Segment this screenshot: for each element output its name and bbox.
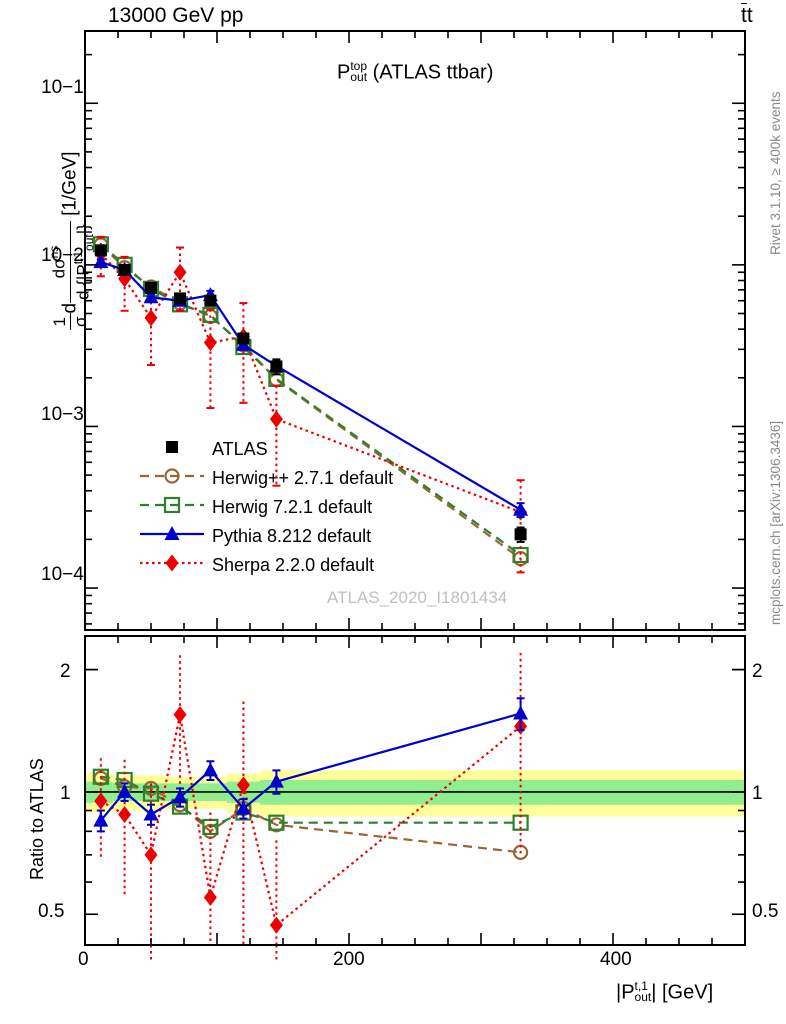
datapoint-4-4 (203, 334, 217, 352)
ratio-ytick-left-1: 1 (60, 783, 71, 804)
datapoint-4-2 (144, 309, 158, 327)
xtick-2: 400 (600, 949, 632, 970)
xaxis-label: |P t,1 out | [GeV] (616, 979, 714, 1005)
ratio-datapoint-2-2 (142, 785, 160, 802)
datapoint-4-3 (173, 263, 187, 281)
ratio-line-4 (100, 714, 522, 928)
datapoint-0-0 (94, 244, 107, 257)
series-main-sherpa (94, 235, 528, 574)
ratio-ytick-left-2: 0.5 (38, 901, 65, 922)
datapoint-0-7 (514, 528, 527, 541)
main-series-layer (92, 235, 529, 574)
xaxis-label-sup: t,1 (634, 979, 648, 993)
series-ratio-pythia (93, 697, 529, 833)
xtick-0: 0 (78, 949, 89, 970)
datapoint-0-3 (174, 292, 187, 305)
datapoint-3-7 (513, 501, 529, 516)
ratio-ytick-right-0: 2 (752, 661, 763, 682)
main-ytick-3: 10−4 (41, 564, 84, 585)
ratio-ytick-right-2: 0.5 (752, 901, 779, 922)
datapoint-4-6 (269, 410, 283, 428)
ratio-datapoint-4-0 (94, 792, 108, 810)
legend-entry-4 (140, 554, 204, 572)
ratio-datapoint-3-6 (268, 773, 284, 788)
ratio-datapoint-3-7 (513, 705, 529, 720)
series-main-herwig (92, 236, 529, 564)
ratio-datapoint-4-2 (144, 846, 158, 864)
ratio-datapoint-3-2 (143, 806, 159, 821)
datapoint-3-2 (143, 289, 159, 304)
ratio-datapoint-3-0 (93, 812, 109, 827)
legend-entry-2 (140, 496, 204, 514)
line-1 (100, 244, 522, 560)
series-main-atlas (94, 244, 527, 543)
main-ytick-2: 10−3 (41, 404, 84, 425)
title-rest: (ATLAS ttbar) (367, 61, 494, 84)
ratio-datapoint-4-4 (203, 888, 217, 906)
header-left: 13000 GeV pp (108, 4, 244, 27)
ratio-datapoint-3-4 (202, 762, 218, 777)
ratio-datapoint-3-1 (117, 783, 133, 798)
series-main-herwig++ (93, 237, 529, 567)
main-axis-frame (84, 30, 746, 631)
ratio-ytick-right-1: 1 (752, 783, 763, 804)
legend-marker-3 (164, 526, 180, 540)
ratio-series-layer (92, 652, 529, 945)
legend-marker-1 (164, 468, 180, 484)
main-ytick-0: 10−1 (41, 77, 84, 98)
legend-entry-0 (166, 441, 178, 453)
main-ytick-1: 10−2 (41, 245, 84, 266)
series-ratio-sherpa (94, 652, 528, 945)
main-plot-title: P top out (ATLAS ttbar) (337, 59, 494, 85)
ratio-ytick-left-0: 2 (60, 661, 71, 682)
ratio-datapoint-4-3 (173, 706, 187, 724)
legend-label-3: Pythia 8.212 default (212, 526, 372, 546)
xaxis-red-guides (150, 945, 278, 961)
legend-label-2: Herwig 7.2.1 default (212, 497, 373, 517)
legend-marker-2 (163, 496, 181, 514)
title-base: P (337, 61, 351, 84)
title-sub: out (350, 70, 368, 85)
legend (140, 441, 204, 572)
ratio-axis-frame (84, 635, 746, 946)
datapoint-0-5 (237, 332, 250, 345)
watermark-label: ATLAS_2020_I1801434 (327, 588, 508, 607)
legend-entry-3 (140, 526, 204, 540)
xtick-1: 200 (333, 949, 365, 970)
datapoint-0-4 (204, 294, 217, 307)
datapoint-0-2 (145, 281, 157, 294)
ratio-datapoint-2-6 (268, 814, 285, 831)
ratio-datapoint-4-1 (118, 805, 132, 823)
legend-label-1: Herwig++ 2.7.1 default (212, 468, 394, 488)
ratio-datapoint-3-3 (172, 789, 188, 804)
xaxis-label-sub: out (634, 990, 652, 1005)
legend-label-4: Sherpa 2.2.0 default (212, 555, 375, 575)
ratio-datapoint-4-5 (236, 776, 250, 794)
ratio-line-2 (100, 775, 521, 829)
header-right: tt (741, 3, 753, 27)
line-3 (100, 261, 522, 511)
ratio-datapoint-4-6 (269, 916, 283, 934)
ratio-uncertainty-bands (85, 770, 745, 817)
title-sup: top (350, 59, 368, 73)
ratio-datapoint-3-5 (235, 800, 251, 815)
main-axis-frame-border (84, 30, 746, 631)
xaxis-label-base: |P (616, 981, 635, 1004)
legend-marker-4 (165, 554, 179, 572)
datapoint-0-6 (270, 360, 283, 373)
legend-entry-1 (140, 468, 204, 484)
xaxis-label-rest: | [GeV] (651, 981, 714, 1004)
datapoint-0-1 (118, 263, 131, 276)
line-2 (100, 243, 522, 556)
legend-label-0: ATLAS (212, 439, 268, 459)
legend-marker-0 (166, 441, 178, 453)
line-4 (100, 253, 521, 514)
